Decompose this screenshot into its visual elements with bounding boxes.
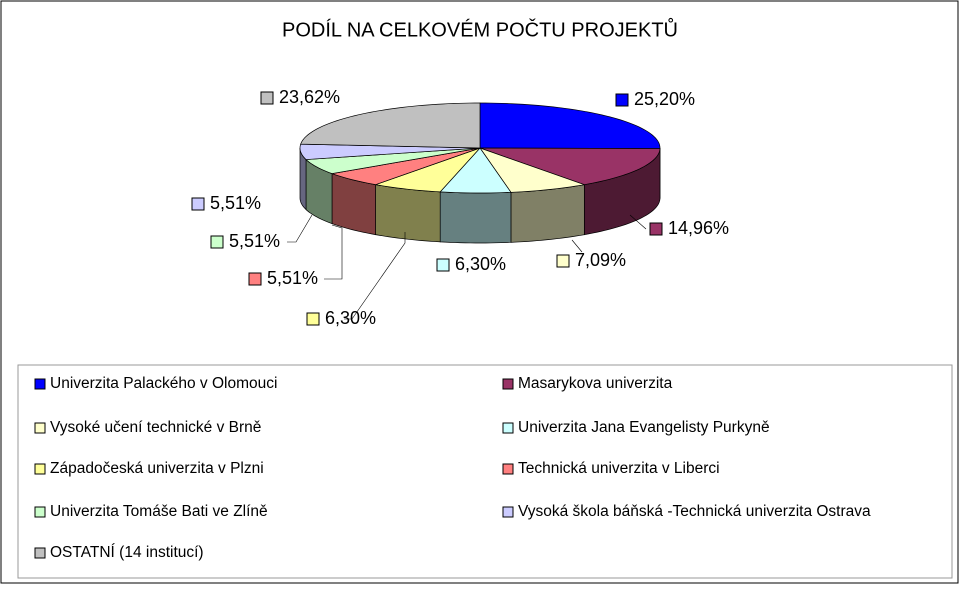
slice-side — [440, 192, 511, 243]
slice-side — [376, 185, 441, 242]
legend-label: Univerzita Tomáše Bati ve Zlíně — [50, 503, 268, 520]
legend-swatch — [35, 464, 45, 474]
legend-swatch — [35, 548, 45, 558]
legend-label: Univerzita Jana Evangelisty Purkyně — [518, 419, 770, 436]
legend-label: Vysoká škola báňská -Technická univerzit… — [518, 503, 871, 520]
label-swatch — [650, 223, 662, 235]
label-swatch — [211, 236, 223, 248]
label-swatch — [557, 255, 569, 267]
legend-label: Vysoké učení technické v Brně — [50, 419, 261, 436]
legend-swatch — [35, 507, 45, 517]
label-swatch — [192, 198, 204, 210]
label-swatch — [249, 273, 261, 285]
legend-label: Západočeská univerzita v Plzni — [50, 460, 264, 477]
chart-title: PODÍL NA CELKOVÉM POČTU PROJEKTŮ — [282, 17, 678, 41]
legend-swatch — [503, 379, 513, 389]
data-label: 23,62% — [279, 87, 340, 107]
data-label: 6,30% — [455, 254, 506, 274]
data-label: 6,30% — [325, 308, 376, 328]
legend-swatch — [503, 423, 513, 433]
label-swatch — [437, 259, 449, 271]
data-label: 5,51% — [210, 193, 261, 213]
data-label: 14,96% — [668, 218, 729, 238]
legend-label: Masarykova univerzita — [518, 375, 673, 392]
legend-label: Univerzita Palackého v Olomouci — [50, 375, 277, 392]
label-swatch — [616, 94, 628, 106]
legend-label: Technická univerzita v Liberci — [518, 460, 720, 477]
data-label: 5,51% — [267, 268, 318, 288]
legend-swatch — [503, 507, 513, 517]
label-swatch — [261, 92, 273, 104]
data-label: 5,51% — [229, 231, 280, 251]
legend-swatch — [503, 464, 513, 474]
legend-swatch — [35, 423, 45, 433]
data-label: 7,09% — [575, 250, 626, 270]
slice-side — [511, 185, 584, 243]
legend-label: OSTATNÍ (14 institucí) — [50, 544, 204, 561]
label-swatch — [307, 313, 319, 325]
data-label: 25,20% — [634, 89, 695, 109]
legend-swatch — [35, 379, 45, 389]
